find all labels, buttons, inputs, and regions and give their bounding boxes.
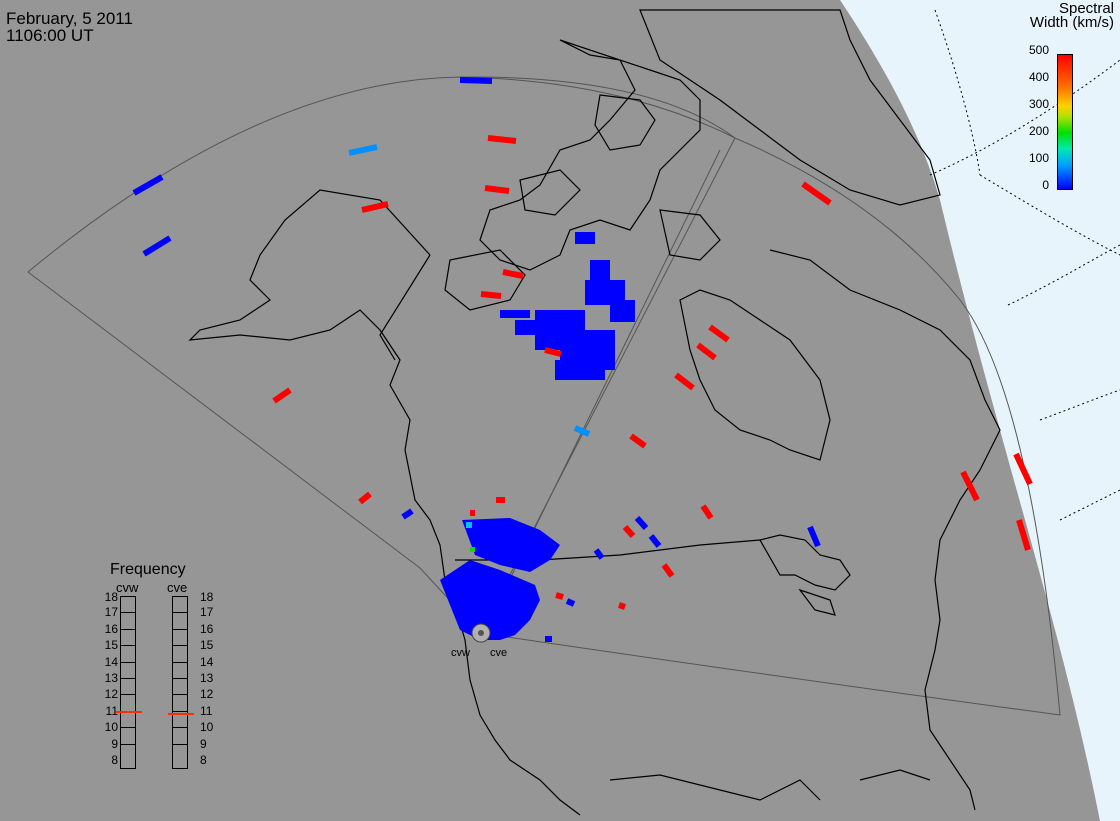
frequency-label-right: 13 (200, 671, 214, 685)
segment (801, 181, 832, 206)
colorbar-title-line1: Spectral (1058, 0, 1114, 17)
colorbar-tick: 0 (1042, 178, 1049, 192)
radar-label-cve: cve (490, 647, 508, 659)
latitude-grid (929, 9, 1120, 521)
north-cluster (462, 518, 560, 572)
segment (1016, 519, 1031, 551)
segment (960, 470, 980, 502)
frequency-label-right: 16 (200, 621, 214, 636)
segment (348, 144, 378, 156)
segment (272, 387, 292, 404)
segment (634, 515, 649, 531)
segment (618, 602, 626, 610)
daylight-region (840, 0, 1120, 821)
frequency-column-cvw (120, 596, 136, 769)
radar-site-marker (471, 623, 491, 643)
spectral-width-colorbar (1057, 54, 1073, 190)
segment (361, 201, 389, 213)
frequency-label-right: 14 (200, 654, 214, 669)
segment (661, 563, 675, 578)
frequency-label-left: 10 (104, 720, 118, 735)
frequency-marker-cvw (116, 711, 142, 714)
frequency-col-west-label: cvw (116, 580, 139, 595)
green-cell (470, 547, 475, 552)
frequency-label-left: 11 (105, 703, 118, 718)
segment (487, 135, 517, 144)
mid-range-scatter (500, 232, 635, 380)
segment (358, 491, 372, 505)
segment (459, 77, 493, 84)
segment (696, 342, 717, 361)
colorbar-tick: 100 (1028, 151, 1049, 165)
radar-label-cvw: cvw (451, 647, 470, 659)
segment (401, 508, 414, 520)
time-label: 1106:00 UT (6, 26, 94, 45)
segment (565, 598, 576, 607)
coastlines (188, 9, 1001, 816)
segment (480, 291, 502, 299)
cyan-cell (466, 522, 472, 528)
frequency-label-left: 12 (104, 687, 118, 702)
frequency-label-right: 17 (200, 605, 214, 620)
segment (484, 185, 510, 194)
segment (593, 548, 605, 560)
frequency-label-right: 15 (200, 638, 214, 653)
frequency-label-left: 14 (104, 654, 118, 669)
segment (555, 592, 564, 600)
frequency-column-cve (172, 596, 188, 769)
segment (622, 525, 636, 538)
scatter-cell (610, 300, 635, 322)
frequency-label-right: 9 (200, 736, 207, 751)
far-range-segments (132, 77, 1033, 642)
date-label: February, 5 2011 (6, 9, 133, 28)
segment (648, 534, 662, 548)
segment (573, 425, 591, 437)
red-cell (470, 510, 475, 516)
colorbar-tick: 400 (1028, 70, 1049, 84)
segment (807, 525, 821, 548)
scatter-cell (500, 310, 530, 318)
segment (544, 347, 562, 357)
segment (674, 372, 695, 391)
colorbar-tick: 500 (1028, 43, 1049, 57)
colorbar-title-line2: Width (km/s) (1029, 14, 1114, 31)
segment (708, 324, 730, 343)
frequency-label-right: 10 (200, 720, 214, 735)
near-range-scatter (440, 510, 560, 640)
frequency-label-right: 12 (200, 687, 214, 702)
colorbar-tick: 300 (1028, 97, 1049, 111)
near-range-cluster (440, 560, 540, 640)
frequency-label-left: 8 (111, 753, 118, 767)
scatter-cell (590, 260, 610, 280)
segment (1013, 452, 1033, 486)
frequency-label-right: 8 (200, 753, 207, 767)
frequency-label-left: 15 (104, 638, 118, 653)
frequency-label-right: 18 (200, 590, 214, 604)
segment (700, 504, 714, 520)
scatter-cell (575, 232, 595, 244)
segment (142, 235, 172, 257)
colorbar-tick: 200 (1028, 124, 1049, 138)
segment (132, 174, 164, 196)
frequency-marker-cve (168, 713, 194, 716)
frequency-label-left: 17 (104, 605, 118, 620)
scatter-cell (590, 345, 615, 370)
frequency-label-left: 18 (104, 590, 118, 604)
frequency-label-left: 9 (111, 736, 118, 751)
segment (502, 269, 524, 279)
segment (629, 433, 647, 449)
frequency-title: Frequency (110, 561, 186, 578)
frequency-label-left: 16 (104, 621, 118, 636)
frequency-label-right: 11 (200, 703, 213, 718)
frequency-label-left: 13 (104, 671, 118, 685)
frequency-col-east-label: cve (167, 580, 188, 595)
